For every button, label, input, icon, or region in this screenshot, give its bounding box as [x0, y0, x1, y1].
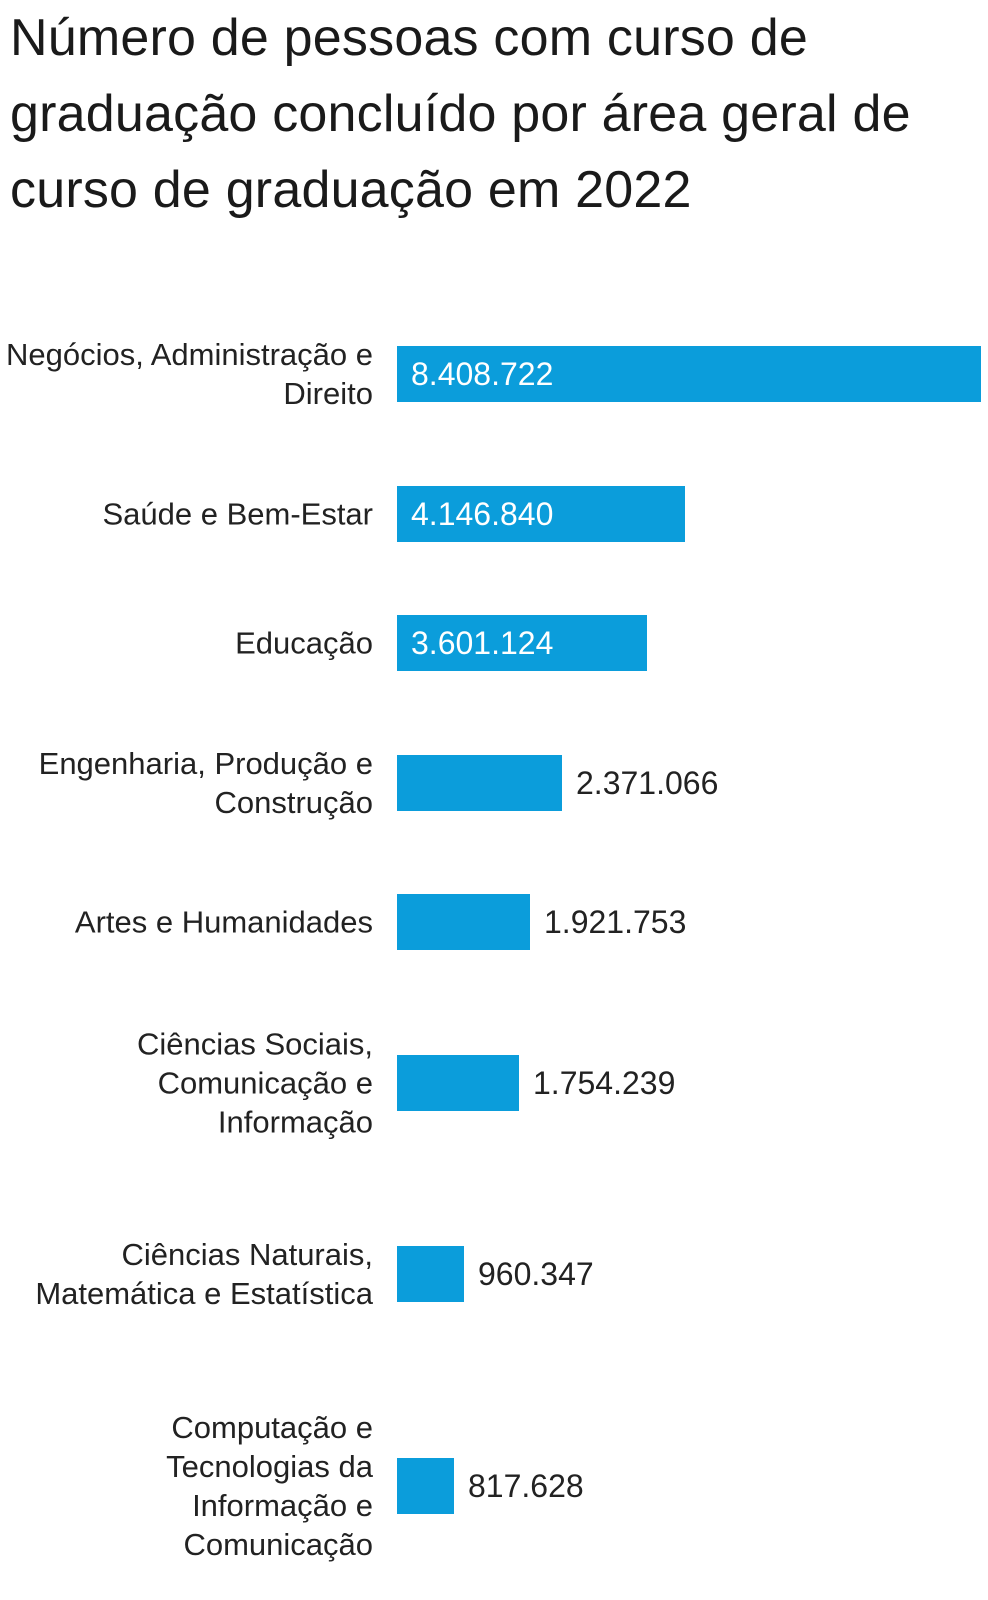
bar [397, 615, 647, 671]
chart-title: Número de pessoas com curso de graduação… [10, 9, 911, 219]
bar [397, 1458, 454, 1514]
value-label: 960.347 [478, 1256, 594, 1292]
value-label: 4.146.840 [411, 496, 554, 532]
category-label: Engenharia, Produção e Construção [38, 746, 373, 820]
bar [397, 486, 685, 542]
bar [397, 346, 981, 402]
value-label: 3.601.124 [411, 625, 554, 661]
category-label: Negócios, Administração e Direito [5, 337, 373, 411]
category-label: Educação [235, 625, 373, 661]
value-label: 1.754.239 [533, 1065, 676, 1101]
value-label: 817.628 [468, 1468, 584, 1504]
value-label: 8.408.722 [411, 356, 554, 392]
bar [397, 1246, 464, 1302]
value-label: 2.371.066 [576, 765, 719, 801]
bar [397, 894, 530, 950]
bar [397, 755, 562, 811]
category-label: Saúde e Bem-Estar [102, 496, 373, 532]
bar [397, 1055, 519, 1111]
category-label: Ciências Sociais, Comunicação e Informaç… [136, 1026, 373, 1140]
category-label: Ciências Naturais, Matemática e Estatíst… [35, 1237, 373, 1311]
category-label: Computação e Tecnologias da Informação e… [166, 1410, 373, 1562]
value-label: 1.921.753 [544, 904, 687, 940]
category-label: Artes e Humanidades [74, 904, 373, 940]
